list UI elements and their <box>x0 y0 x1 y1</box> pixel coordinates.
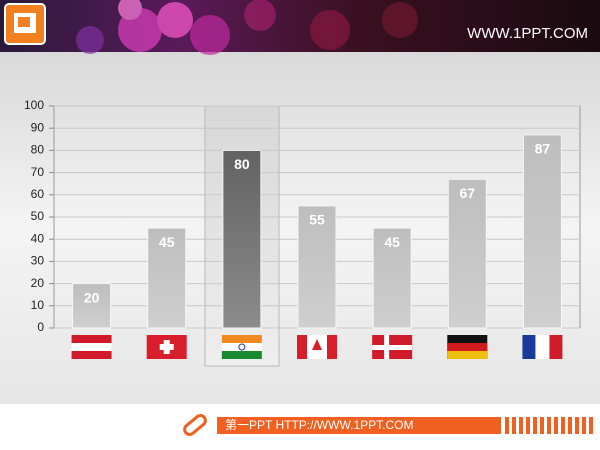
chart: 0 10 20 30 40 50 60 70 80 90 100 20 45 80 55 45 67 87 <box>24 98 581 359</box>
flag-part <box>447 343 488 351</box>
bar-shine <box>523 134 562 328</box>
flag-part <box>312 339 322 350</box>
footer: 第一PPT HTTP://WWW.1PPT.COM <box>183 414 593 436</box>
footer-text: 第一PPT HTTP://WWW.1PPT.COM <box>225 418 413 432</box>
data-label: 87 <box>535 141 551 157</box>
bar-shine <box>147 228 186 328</box>
site-url: WWW.1PPT.COM <box>467 25 588 42</box>
flag-part <box>447 351 488 359</box>
y-tick-label: 40 <box>31 231 45 245</box>
flag-part <box>221 335 262 343</box>
stripe <box>582 417 586 434</box>
y-tick-label: 10 <box>31 298 45 312</box>
y-tick-label: 60 <box>31 187 45 201</box>
stripe <box>505 417 509 434</box>
data-label: 45 <box>159 234 175 250</box>
stripe <box>568 417 572 434</box>
flag-part <box>221 351 262 359</box>
data-label: 80 <box>234 156 250 172</box>
bar-shine <box>222 150 261 328</box>
stripe <box>533 417 537 434</box>
stripe <box>519 417 523 434</box>
pencil-icon <box>183 414 207 436</box>
bar-shine <box>373 228 412 328</box>
logo-icon-inner <box>18 17 30 27</box>
y-tick-label: 70 <box>31 165 45 179</box>
flag-part <box>549 335 563 359</box>
flag-part <box>372 345 413 350</box>
bar-shine <box>72 283 111 328</box>
stripe <box>540 417 544 434</box>
flag-part <box>297 335 307 359</box>
flag-part <box>327 335 337 359</box>
y-tick-label: 0 <box>37 320 44 334</box>
stripe <box>589 417 593 434</box>
y-tick-label: 90 <box>31 120 45 134</box>
y-tick-label: 20 <box>31 276 45 290</box>
data-label: 67 <box>459 185 475 201</box>
stripe <box>547 417 551 434</box>
footer-bar <box>217 417 501 434</box>
stripe <box>526 417 530 434</box>
footer-stripes <box>505 417 593 434</box>
bar-shine <box>448 179 487 328</box>
bar-shine <box>298 205 336 328</box>
stripe <box>561 417 565 434</box>
flag-part <box>71 351 112 359</box>
flag-part <box>71 335 112 343</box>
data-label: 45 <box>384 234 400 250</box>
y-tick-label: 80 <box>31 143 45 157</box>
flag-part <box>238 343 246 351</box>
y-tick-label: 100 <box>24 98 44 112</box>
stripe <box>512 417 516 434</box>
data-label: 20 <box>84 289 100 305</box>
stripe <box>575 417 579 434</box>
y-tick-label: 30 <box>31 254 45 268</box>
y-tick-label: 50 <box>31 209 45 223</box>
flag-part <box>522 335 536 359</box>
flag-part <box>159 344 174 350</box>
data-label: 55 <box>309 212 325 228</box>
stripe <box>554 417 558 434</box>
bokeh <box>76 0 418 55</box>
